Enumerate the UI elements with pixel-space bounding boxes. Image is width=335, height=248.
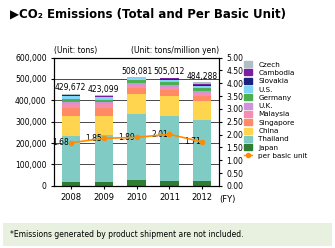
Bar (94, 104, 113, 108)
Bar (94, 100, 113, 102)
Bar (128, 94, 146, 114)
Text: 2.01: 2.01 (151, 130, 168, 139)
Bar (193, 181, 211, 186)
Bar (128, 77, 146, 78)
Bar (128, 88, 146, 94)
Bar (62, 182, 80, 186)
Bar (160, 79, 179, 80)
Legend: Czech, Cambodia, Slovakia, U.S., Germany, U.K., Malaysia, Singapore, China, Thai: Czech, Cambodia, Slovakia, U.S., Germany… (244, 61, 308, 159)
Bar (160, 116, 179, 181)
Bar (193, 101, 211, 120)
Text: (Unit: tons/million yen): (Unit: tons/million yen) (131, 46, 219, 55)
Bar (193, 86, 211, 89)
Bar (160, 90, 179, 96)
Bar (160, 80, 179, 82)
Bar (128, 78, 146, 80)
Text: (Unit: tons): (Unit: tons) (54, 46, 97, 55)
Text: 1.71: 1.71 (184, 137, 201, 147)
Bar (160, 78, 179, 79)
Bar (128, 85, 146, 88)
Bar (62, 94, 80, 95)
Bar (94, 182, 113, 186)
X-axis label: (FY): (FY) (219, 195, 235, 204)
Bar (94, 95, 113, 96)
Bar (193, 120, 211, 181)
Bar (62, 116, 80, 136)
Text: 484,288: 484,288 (187, 72, 218, 81)
Text: 508,081: 508,081 (121, 66, 152, 76)
Bar (193, 84, 211, 85)
Bar (62, 104, 80, 108)
Text: 505,012: 505,012 (154, 67, 185, 76)
Text: 429,672: 429,672 (55, 83, 86, 92)
Text: 423,099: 423,099 (88, 85, 119, 94)
Bar (94, 116, 113, 135)
Bar (62, 95, 80, 96)
Bar (193, 82, 211, 84)
Bar (160, 87, 179, 90)
Bar (160, 96, 179, 116)
Bar (128, 83, 146, 85)
Bar (160, 181, 179, 186)
Text: ▶CO₂ Emissions (Total and Per Basic Unit): ▶CO₂ Emissions (Total and Per Basic Unit… (10, 7, 286, 20)
Bar (62, 102, 80, 104)
Text: 1.89: 1.89 (118, 133, 135, 142)
Bar (94, 96, 113, 97)
Bar (160, 82, 179, 85)
Bar (94, 135, 113, 182)
Bar (94, 97, 113, 100)
Bar (62, 96, 80, 99)
Bar (94, 102, 113, 104)
Bar (128, 80, 146, 83)
Text: 1.85: 1.85 (85, 134, 102, 143)
Text: 1.68: 1.68 (52, 138, 69, 147)
Bar (193, 91, 211, 93)
Bar (62, 99, 80, 102)
Bar (193, 85, 211, 86)
Text: *Emissions generated by product shipment are not included.: *Emissions generated by product shipment… (10, 230, 244, 239)
Bar (193, 96, 211, 101)
Bar (160, 85, 179, 87)
Bar (193, 93, 211, 96)
Bar (62, 108, 80, 116)
Bar (62, 136, 80, 182)
Bar (94, 108, 113, 116)
Bar (128, 114, 146, 181)
Bar (128, 181, 146, 186)
Bar (193, 89, 211, 91)
